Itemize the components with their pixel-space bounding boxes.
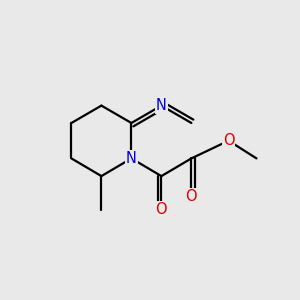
Text: O: O [186, 189, 197, 204]
Text: N: N [156, 98, 167, 113]
Text: O: O [223, 133, 234, 148]
Text: N: N [126, 151, 137, 166]
Text: O: O [156, 202, 167, 217]
